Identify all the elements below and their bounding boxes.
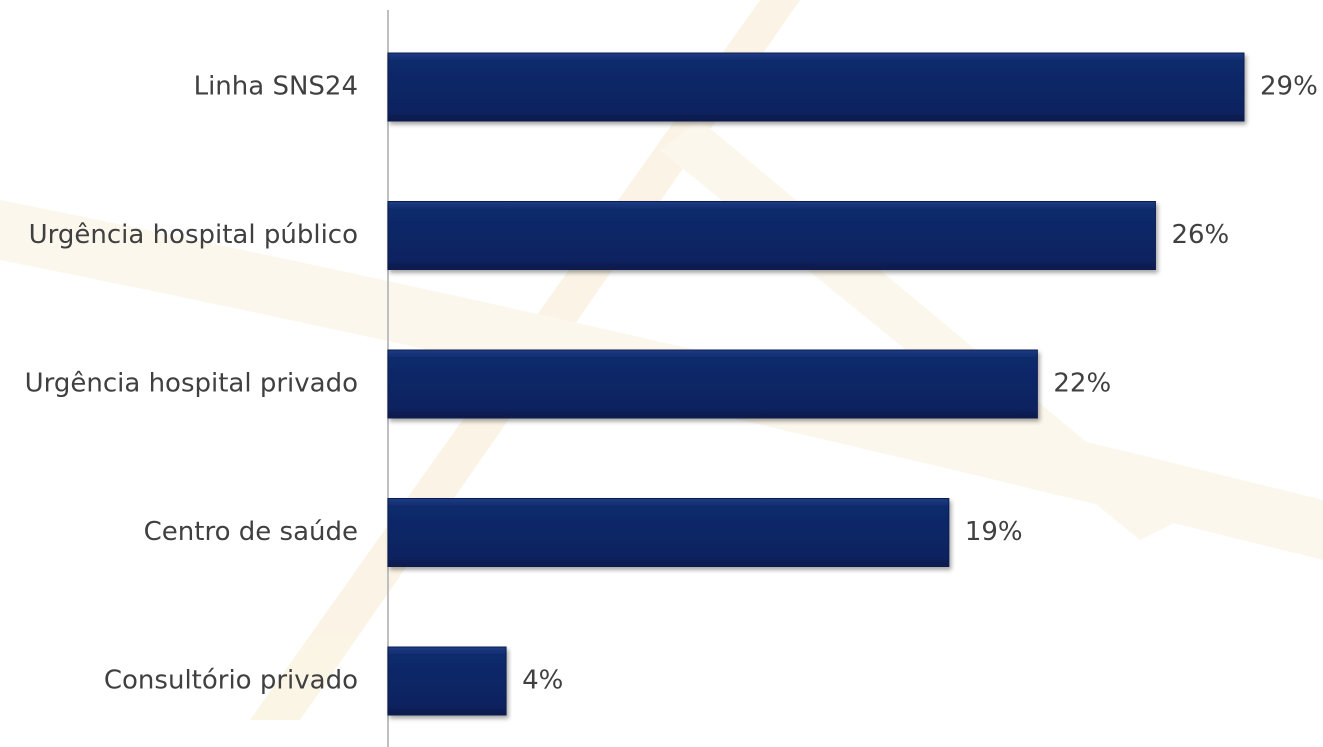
category-labels: Linha SNS24 Urgência hospital público Urgê…: [25, 72, 358, 696]
value-label-3: 19%: [965, 517, 1023, 547]
category-label-4: Consultório privado: [104, 666, 358, 696]
bar-3: [387, 498, 950, 567]
bar-2: [387, 349, 1038, 419]
value-label-0: 29%: [1260, 72, 1318, 102]
bar-4: [387, 646, 507, 716]
value-label-4: 4%: [522, 666, 563, 696]
bar-1: [387, 201, 1156, 270]
bar-0: [387, 52, 1245, 122]
value-label-1: 26%: [1171, 220, 1229, 250]
category-label-1: Urgência hospital público: [29, 220, 358, 250]
bars-group: [387, 52, 1245, 716]
value-label-2: 22%: [1053, 369, 1111, 399]
value-labels: 29% 26% 22% 19% 4%: [522, 72, 1318, 696]
category-label-0: Linha SNS24: [194, 72, 358, 102]
category-label-3: Centro de saúde: [144, 517, 358, 547]
category-label-2: Urgência hospital privado: [25, 369, 358, 399]
